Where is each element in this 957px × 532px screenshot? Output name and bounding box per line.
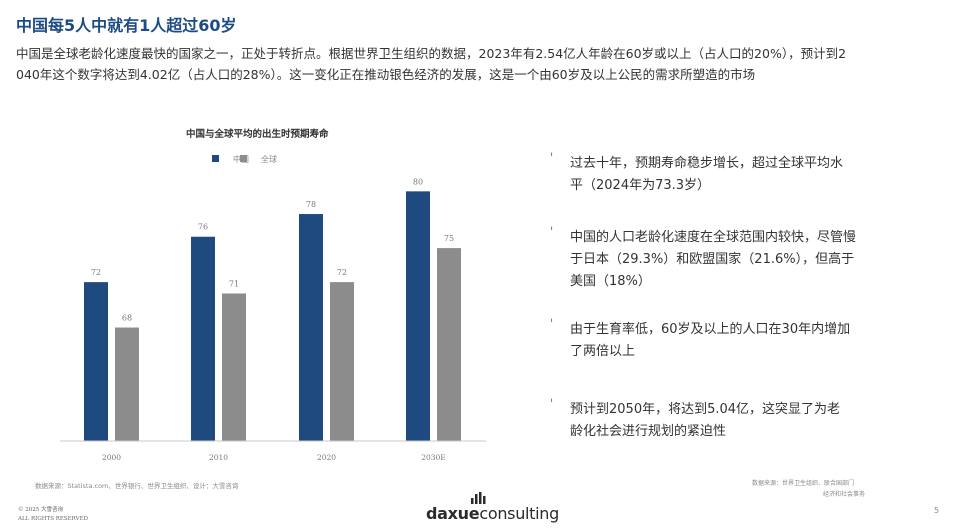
source-right-line: 经济和社会事务 <box>823 491 866 498</box>
legend-swatch <box>212 155 219 162</box>
key-point: ˈ 预计到2050年，将达到5.04亿，这突显了为老 龄化社会进行规划的紧迫性 <box>550 397 890 443</box>
key-point-line: 龄化社会进行规划的紧迫性 <box>570 424 727 439</box>
copyright: © 2025 大雪咨询 ALL RIGHTS RESERVED <box>18 506 88 524</box>
logo-wordmark: daxueconsulting <box>426 504 559 523</box>
intro-paragraph: 中国是全球老龄化速度最快的国家之一，正处于转折点。根据世界卫生组织的数据，202… <box>16 43 941 85</box>
key-point-line: 平（2024年为73.3岁） <box>570 178 711 193</box>
bullet-tick-icon: ˈ <box>550 397 554 411</box>
data-label: 80 <box>413 177 423 186</box>
life-expectancy-chart: 中国全球72682000767120107872202080752030E <box>60 154 486 462</box>
data-label: 78 <box>306 200 316 209</box>
key-point-line: 于日本（29.3%）和欧盟国家（21.6%），但高于 <box>570 252 855 267</box>
data-label: 72 <box>337 268 347 277</box>
page-number: 5 <box>934 506 940 515</box>
bar-global <box>222 293 246 441</box>
bar-china <box>84 282 108 441</box>
key-point: ˈ 过去十年，预期寿命稳步增长，超过全球平均水 平（2024年为73.3岁） <box>550 151 890 197</box>
data-label: 72 <box>91 268 101 277</box>
bullet-tick-icon: ˈ <box>550 151 554 165</box>
data-label: 75 <box>444 234 454 243</box>
key-point: ˈ 由于生育率低，60岁及以上的人口在30年内增加 了两倍以上 <box>550 317 890 363</box>
data-label: 76 <box>198 223 208 232</box>
bar-china <box>406 191 430 441</box>
bar-global <box>115 327 139 441</box>
bar-global <box>330 282 354 441</box>
x-tick-label: 2000 <box>102 453 121 462</box>
copyright-line: © 2025 大雪咨询 <box>18 507 63 513</box>
logo-regular: consulting <box>479 504 559 523</box>
source-right-line: 数据来源：世界卫生组织、联合国部门 <box>752 480 855 487</box>
bar-china <box>299 214 323 441</box>
chart-source-left: 数据来源：Statista.com、世界银行、世界卫生组织、设计：大雪咨询 <box>35 482 239 490</box>
chart-source-right: 数据来源：世界卫生组织、联合国部门 经济和社会事务 <box>752 478 865 500</box>
key-point-line: 由于生育率低，60岁及以上的人口在30年内增加 <box>570 322 851 337</box>
logo-bars-icon <box>471 492 486 504</box>
logo-bold: daxue <box>426 504 480 523</box>
legend-label: 全球 <box>261 154 277 164</box>
intro-line: 040年这个数字将达到4.02亿（占人口的28%）。这一变化正在推动银色经济的发… <box>16 67 756 82</box>
x-tick-label: 2030E <box>421 453 446 462</box>
key-point-line: 预计到2050年，将达到5.04亿，这突显了为老 <box>570 402 841 417</box>
legend-swatch <box>240 155 247 162</box>
key-point: ˈ 中国的人口老龄化速度在全球范围内较快，尽管慢 于日本（29.3%）和欧盟国家… <box>550 225 890 293</box>
copyright-line: ALL RIGHTS RESERVED <box>18 516 88 522</box>
x-tick-label: 2020 <box>317 453 336 462</box>
key-point-line: 中国的人口老龄化速度在全球范围内较快，尽管慢 <box>570 230 857 245</box>
key-point-line: 了两倍以上 <box>570 344 636 359</box>
key-point-line: 美国（18%） <box>570 274 651 289</box>
bar-china <box>191 236 215 441</box>
intro-line: 中国是全球老龄化速度最快的国家之一，正处于转折点。根据世界卫生组织的数据，202… <box>16 46 847 61</box>
x-tick-label: 2010 <box>209 453 228 462</box>
page-title: 中国每5人中就有1人超过60岁 <box>16 16 237 35</box>
bullet-tick-icon: ˈ <box>550 317 554 331</box>
chart-title: 中国与全球平均的出生时预期寿命 <box>186 129 329 140</box>
bar-global <box>437 248 461 441</box>
bullet-tick-icon: ˈ <box>550 225 554 239</box>
key-point-line: 过去十年，预期寿命稳步增长，超过全球平均水 <box>570 156 844 171</box>
data-label: 68 <box>122 314 132 323</box>
data-label: 71 <box>229 279 239 288</box>
